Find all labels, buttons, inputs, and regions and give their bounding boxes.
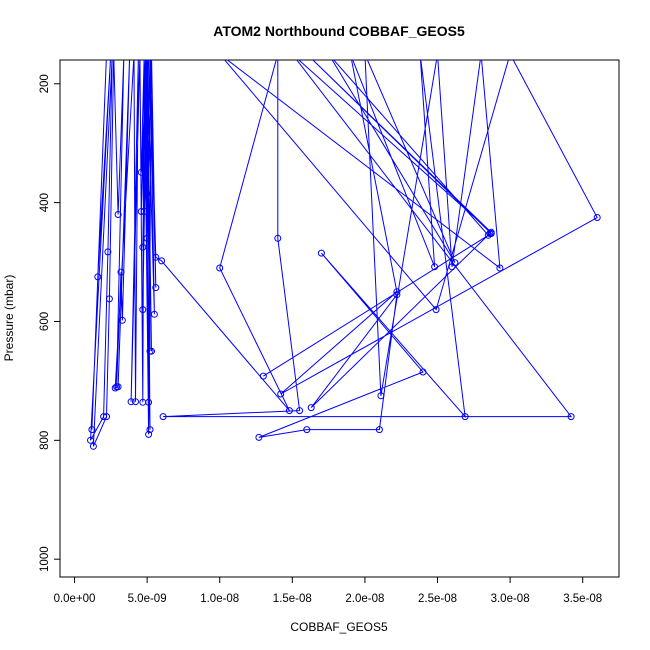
data-point — [274, 234, 282, 242]
series-line — [90, 60, 598, 447]
data-point — [255, 433, 263, 441]
x-tick-label: 3.0e-08 — [491, 593, 530, 605]
chart-title: ATOM2 Northbound COBBAF_GEOS5 — [213, 23, 465, 39]
data-point — [89, 442, 97, 450]
data-point — [303, 426, 311, 434]
data-point — [103, 413, 110, 421]
x-tick-label: 1.0e-08 — [200, 593, 239, 605]
data-point — [117, 268, 125, 276]
y-tick-label: 600 — [39, 312, 51, 331]
data-point — [139, 243, 147, 251]
data-point — [104, 248, 112, 256]
data-point — [100, 413, 108, 421]
data-point — [114, 211, 122, 218]
data-point — [118, 316, 126, 324]
y-axis: 200 400 600 800 1000 — [39, 74, 61, 572]
data-point — [377, 392, 385, 400]
data-point — [393, 291, 401, 299]
data-point — [567, 413, 575, 421]
data-point — [137, 168, 145, 176]
x-tick-label: 3.5e-08 — [563, 593, 602, 605]
data-point — [94, 273, 102, 281]
y-tick-label: 200 — [39, 74, 51, 93]
data-point — [145, 398, 153, 406]
y-tick-label: 1000 — [39, 546, 51, 572]
data-point — [159, 413, 167, 421]
data-point — [448, 263, 456, 271]
data-point — [87, 436, 94, 444]
data-point — [432, 306, 440, 314]
data-point — [461, 413, 469, 421]
data-point — [486, 230, 494, 237]
y-tick-label: 800 — [39, 431, 51, 450]
data-layer — [87, 60, 601, 450]
x-tick-label: 2.0e-08 — [345, 593, 384, 605]
data-point — [145, 430, 153, 438]
data-point — [111, 384, 119, 392]
data-point — [593, 214, 601, 221]
data-point — [88, 426, 96, 434]
x-tick-label: 0.0e+00 — [54, 593, 96, 605]
data-point — [158, 257, 166, 265]
data-point — [127, 398, 135, 406]
data-point — [143, 190, 151, 198]
y-axis-label: Pressure (mbar) — [2, 275, 16, 362]
data-point — [105, 295, 113, 303]
data-point — [296, 407, 304, 415]
x-tick-label: 5.0e-09 — [128, 593, 167, 605]
data-point — [375, 426, 383, 434]
data-point — [393, 288, 401, 296]
data-point — [277, 390, 285, 398]
data-point — [132, 398, 139, 406]
data-point — [140, 208, 148, 215]
data-point — [152, 253, 160, 261]
data-point — [259, 372, 267, 380]
data-point — [143, 234, 151, 242]
data-point — [484, 231, 492, 239]
y-tick-label: 400 — [39, 193, 51, 212]
data-point — [137, 208, 145, 215]
data-point — [317, 249, 325, 257]
data-point — [419, 368, 427, 376]
x-axis-label: COBBAF_GEOS5 — [290, 620, 388, 634]
data-point — [146, 426, 154, 434]
data-point — [150, 310, 158, 318]
data-point — [307, 404, 315, 412]
x-tick-label: 2.5e-08 — [418, 593, 457, 605]
x-tick-label: 1.5e-08 — [273, 593, 312, 605]
x-axis: 0.0e+00 5.0e-09 1.0e-08 1.5e-08 2.0e-08 2.5e-… — [54, 576, 602, 605]
data-point — [148, 347, 155, 355]
data-point — [139, 306, 147, 314]
data-point — [496, 264, 504, 272]
data-point — [216, 264, 224, 272]
data-point — [152, 284, 160, 292]
data-point — [431, 263, 439, 271]
data-point — [285, 407, 293, 415]
